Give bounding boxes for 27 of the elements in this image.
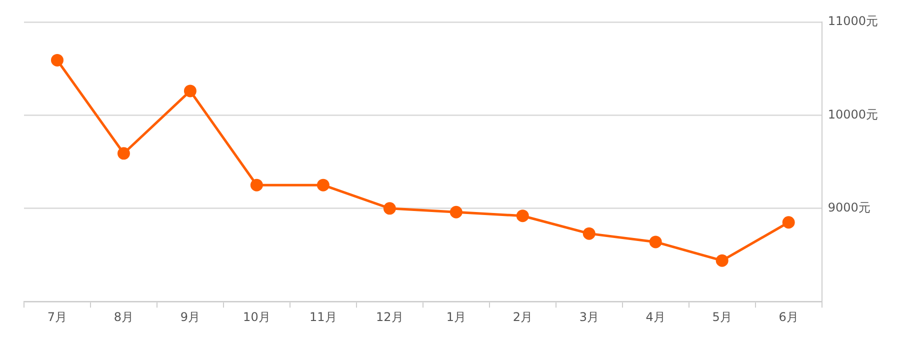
point <box>117 147 130 160</box>
point <box>450 206 462 218</box>
x-tick-label: 6月 <box>778 310 798 324</box>
y-tick-label: 10000元 <box>828 107 878 122</box>
y-tick-label: 9000元 <box>828 200 870 215</box>
y-tick-label: 11000元 <box>828 14 878 28</box>
point <box>383 202 396 215</box>
point <box>50 54 64 66</box>
point <box>716 254 728 267</box>
x-tick-label: 9月 <box>180 310 200 324</box>
x-tick-label: 10月 <box>243 310 270 324</box>
x-tick-label: 5月 <box>712 310 732 324</box>
x-tick-label: 8月 <box>114 310 134 324</box>
x-tick-label: 7月 <box>47 310 68 324</box>
point <box>782 216 795 229</box>
point <box>184 84 196 98</box>
point <box>316 178 330 192</box>
x-tick-label: 12月 <box>376 310 404 324</box>
point <box>649 236 662 248</box>
point <box>582 227 596 240</box>
point <box>250 178 263 192</box>
x-tick-label: 11月 <box>310 310 337 324</box>
x-tick-label: 1月 <box>446 310 466 324</box>
x-tick-label: 4月 <box>646 310 666 324</box>
x-tick-label: 3月 <box>579 310 599 324</box>
x-tick-label: 2月 <box>512 310 532 324</box>
point <box>516 210 529 222</box>
